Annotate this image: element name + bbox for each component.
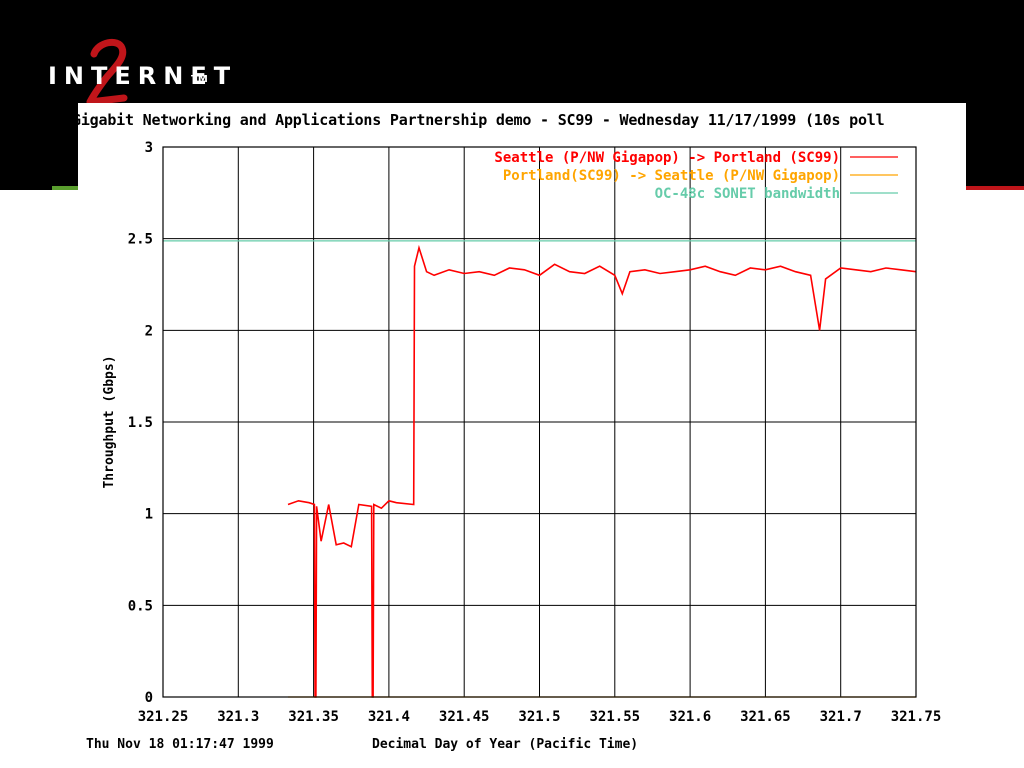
y-tick-label: 2.5 <box>128 232 153 248</box>
logo-trademark: TM <box>191 74 208 85</box>
x-tick-label: 321.25 <box>138 709 189 725</box>
accent-bar-green <box>52 186 80 190</box>
y-tick-label: 0.5 <box>128 598 153 614</box>
y-tick-label: 2 <box>145 323 153 339</box>
throughput-chart: 321.25 321.3 321.35 321.4 321.45 321.5 321.55 3… <box>86 140 942 752</box>
x-tick-label: 321.35 <box>288 709 339 725</box>
y-tick-label: 1.5 <box>128 415 153 431</box>
x-tick-label: 321.45 <box>439 709 490 725</box>
x-tick-label: 321.5 <box>518 709 560 725</box>
x-axis-label: Decimal Day of Year (Pacific Time) <box>372 737 638 752</box>
x-tick-label: 321.55 <box>590 709 641 725</box>
series-line-1 <box>287 244 917 698</box>
legend-entry-3: OC-48c SONET bandwidth <box>655 186 840 202</box>
y-tick-label: 3 <box>145 140 153 156</box>
y-axis-label: Throughput (Gbps) <box>102 355 117 488</box>
logo-text: INTERNET <box>48 62 238 90</box>
legend-entry-1: Seattle (P/NW Gigapop) -> Portland (SC99… <box>494 150 840 166</box>
x-tick-label: 321.65 <box>740 709 791 725</box>
chart-title: Gigabit Networking and Applications Part… <box>78 111 885 129</box>
internet2-logo: INTERNET TM <box>48 36 230 106</box>
x-tick-label: 321.75 <box>891 709 942 725</box>
timestamp-label: Thu Nov 18 01:17:47 1999 <box>86 737 274 752</box>
chart-panel: 321.25 321.3 321.35 321.4 321.45 321.5 321.55 3… <box>78 103 966 768</box>
legend-entry-2: Portland(SC99) -> Seattle (P/NW Gigapop) <box>503 168 840 184</box>
x-tick-label: 321.6 <box>669 709 711 725</box>
x-tick-label: 321.7 <box>820 709 862 725</box>
y-tick-label: 1 <box>145 507 153 523</box>
y-tick-label: 0 <box>145 690 153 706</box>
accent-bar-red <box>966 186 1024 190</box>
x-tick-label: 321.3 <box>217 709 259 725</box>
logo-numeral-2 <box>86 38 128 106</box>
plot-border <box>162 146 917 698</box>
x-tick-label: 321.4 <box>368 709 410 725</box>
